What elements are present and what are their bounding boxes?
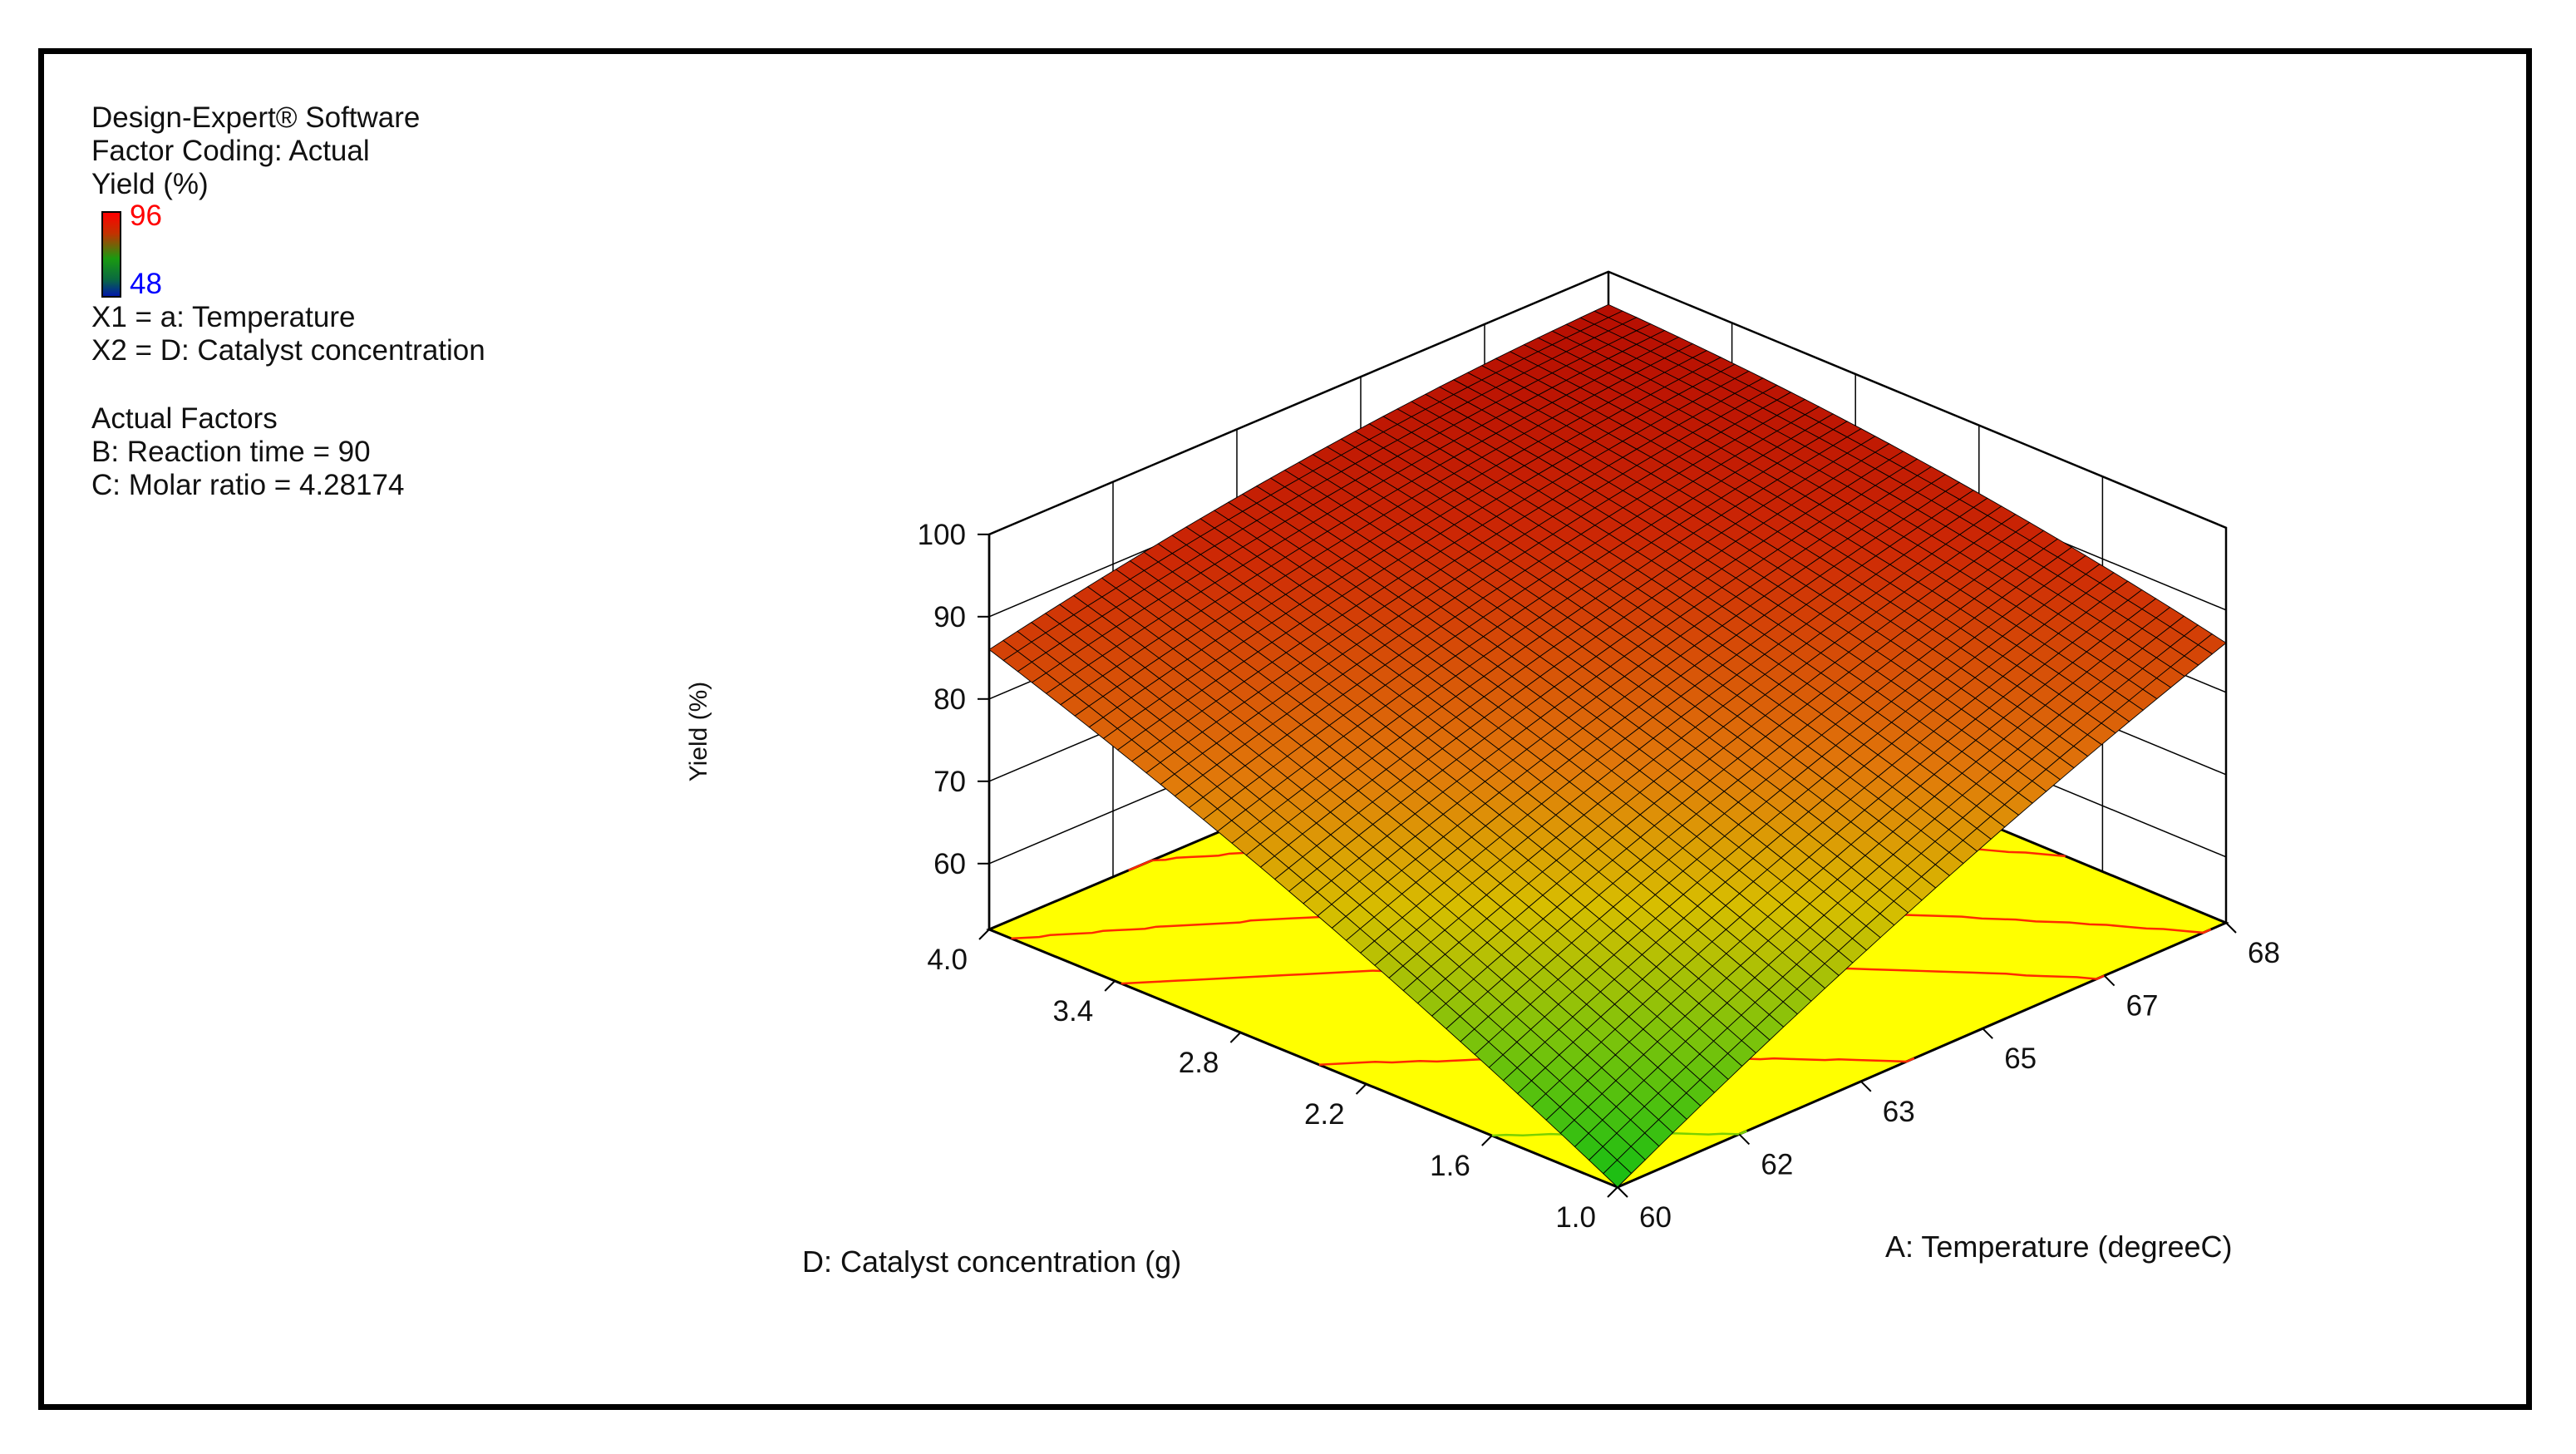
x2-definition: X2 = D: Catalyst concentration [91, 334, 485, 367]
colorbar-min-label: 48 [130, 268, 162, 300]
x-tick [2225, 922, 2237, 934]
z-tick-label: 100 [918, 519, 966, 551]
x-tick [1860, 1081, 1872, 1092]
z-tick-label: 90 [933, 601, 966, 633]
y-tick [1481, 1135, 1493, 1146]
colorbar: 96 48 [91, 200, 485, 300]
z-tick-label: 70 [933, 766, 966, 798]
x-tick-label: 63 [1883, 1096, 1915, 1128]
x-tick [1617, 1186, 1628, 1198]
y-axis-label: D: Catalyst concentration (g) [802, 1245, 1181, 1279]
x-tick-label: 68 [2248, 937, 2280, 969]
response-surface [988, 303, 2227, 1188]
x-tick-label: 67 [2126, 990, 2159, 1023]
y-tick-label: 2.8 [1179, 1047, 1219, 1079]
z-axis-label: Yield (%) [685, 682, 712, 782]
factor-coding-label: Factor Coding: Actual [91, 135, 370, 167]
factor-c-value: C: Molar ratio = 4.28174 [91, 469, 405, 501]
axis-ticks: 60 70 80 90 100 60 62 63 65 67 68 1.0 1.6 2.2 2.8 3.4 4.… [918, 519, 2280, 1234]
x-tick-label: 62 [1761, 1148, 1793, 1180]
y-tick [1229, 1032, 1242, 1043]
x-axis-label: A: Temperature (degreeC) [1885, 1230, 2233, 1264]
software-label: Design-Expert® Software [91, 101, 421, 134]
x-tick [2103, 974, 2115, 987]
surface-cell [1603, 1159, 1633, 1188]
x1-definition: X1 = a: Temperature [91, 301, 356, 333]
y-tick-label: 1.6 [1430, 1150, 1470, 1182]
y-tick-label: 3.4 [1053, 995, 1094, 1028]
y-tick [1607, 1186, 1618, 1198]
y-tick [978, 929, 990, 940]
y-tick [1104, 980, 1116, 992]
colorbar-max-label: 96 [130, 200, 162, 232]
y-tick [1355, 1083, 1367, 1095]
z-tick-label: 80 [933, 683, 966, 716]
z-tick-label: 60 [933, 848, 966, 880]
colorbar-gradient [101, 211, 121, 298]
x-tick-label: 60 [1639, 1201, 1672, 1234]
actual-factors-title: Actual Factors [91, 402, 278, 435]
y-tick-label: 1.0 [1555, 1201, 1596, 1234]
x-tick [1738, 1133, 1751, 1146]
x-tick-label: 65 [2004, 1042, 2037, 1075]
legend-panel: Design-Expert® Software Factor Coding: A… [91, 101, 485, 502]
response-label: Yield (%) [91, 168, 209, 200]
x-tick [1982, 1028, 1993, 1039]
y-tick-label: 4.0 [927, 944, 968, 976]
factor-b-value: B: Reaction time = 90 [91, 436, 371, 468]
y-tick-label: 2.2 [1304, 1098, 1345, 1131]
